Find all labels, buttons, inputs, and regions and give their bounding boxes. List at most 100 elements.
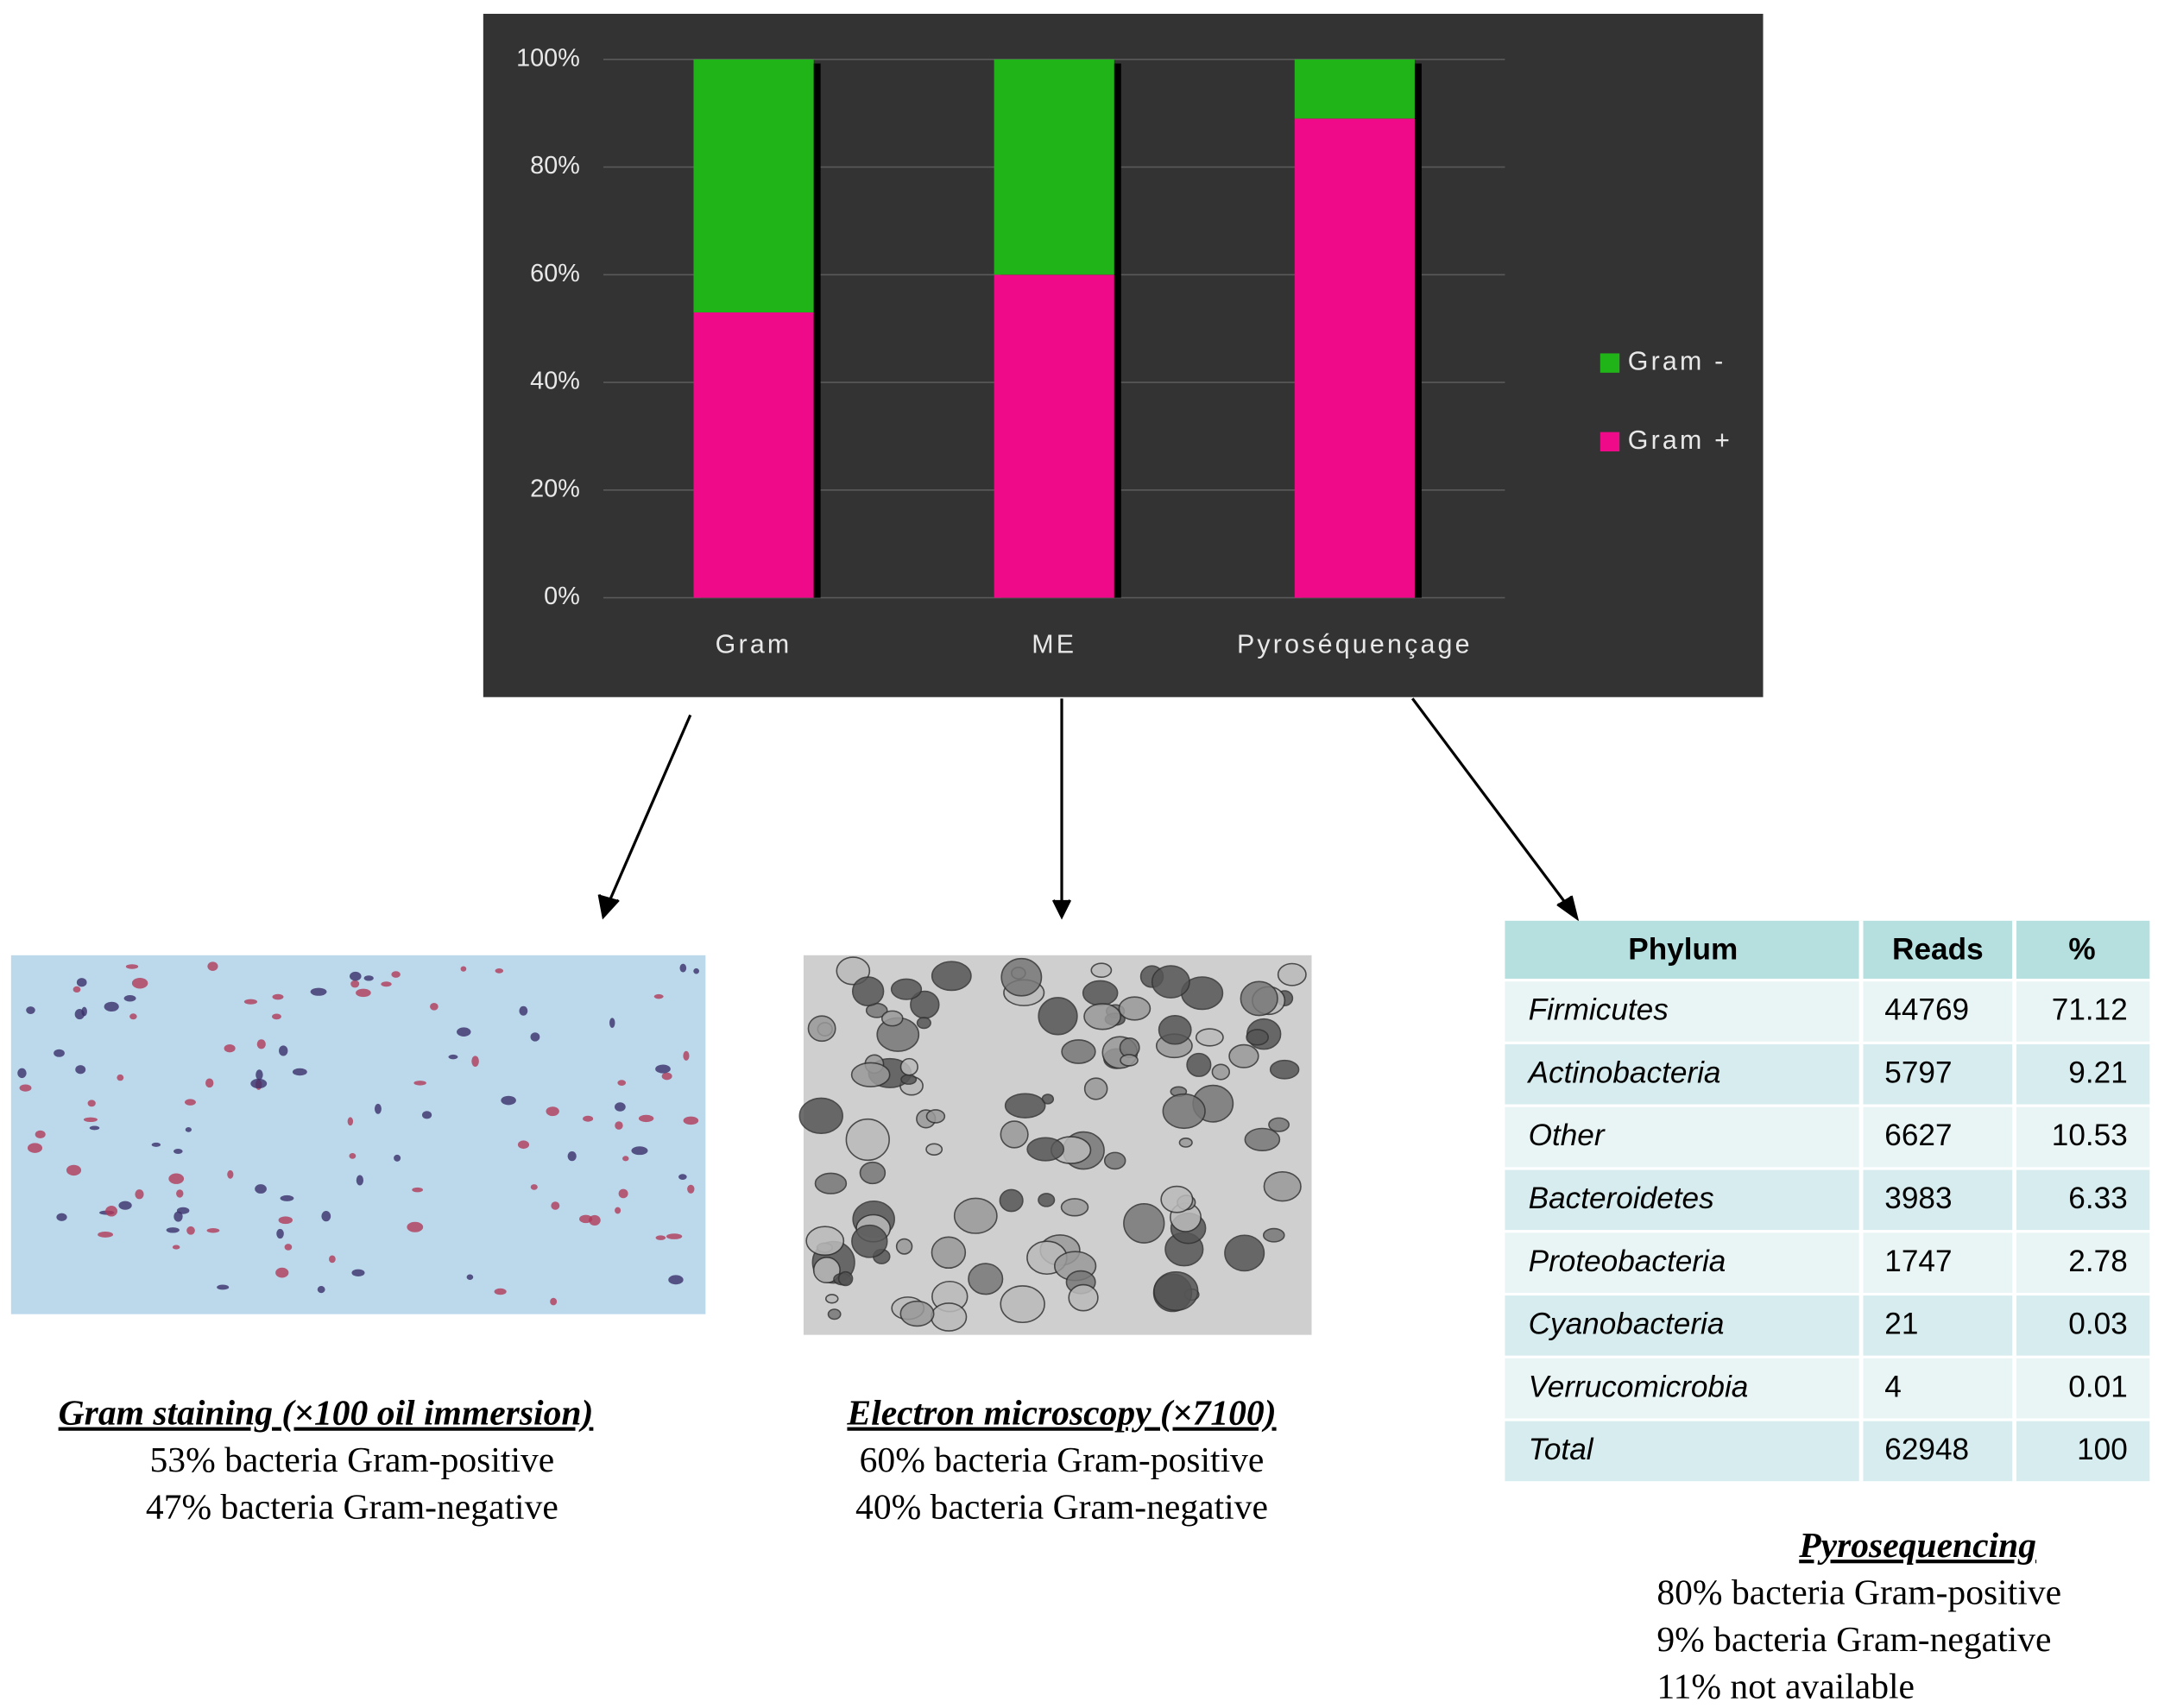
cell xyxy=(1268,1117,1290,1132)
cell xyxy=(851,1224,888,1258)
cell xyxy=(1068,1283,1099,1312)
stain-spot xyxy=(350,980,360,988)
cell xyxy=(1162,1093,1206,1130)
stain-spot xyxy=(118,1201,132,1210)
stain-spot xyxy=(176,1207,190,1214)
stain-spot xyxy=(279,1045,288,1056)
stain-spot xyxy=(421,1111,432,1119)
cell xyxy=(1000,1285,1045,1324)
stain-spot xyxy=(347,1117,354,1126)
stain-spot xyxy=(125,964,139,969)
stain-spot xyxy=(173,1148,183,1154)
stain-spot xyxy=(501,1095,516,1106)
cell xyxy=(1158,1014,1192,1045)
cell xyxy=(1123,1203,1165,1244)
stain-spot xyxy=(250,1078,268,1089)
legend-label: Gram + xyxy=(1628,425,1732,455)
stain-spot xyxy=(83,1117,98,1122)
stain-spot xyxy=(683,1050,690,1061)
bar-segment xyxy=(1294,59,1415,119)
cell xyxy=(999,1188,1024,1213)
y-tick-label: 40% xyxy=(530,368,580,395)
stain-spot xyxy=(413,1081,426,1086)
stain-spot xyxy=(224,1044,236,1053)
cell xyxy=(1082,980,1119,1006)
table-cell: 2.78 xyxy=(2068,1245,2127,1278)
stain-spot xyxy=(679,963,687,973)
stain-spot xyxy=(17,1068,27,1079)
caption-line: 11% not available xyxy=(1656,1666,1915,1705)
photo-texture xyxy=(17,961,699,1306)
y-tick-label: 20% xyxy=(530,475,580,502)
stain-spot xyxy=(317,1286,325,1294)
stain-spot xyxy=(457,1027,471,1037)
stain-spot xyxy=(460,966,467,972)
cell xyxy=(1000,1120,1029,1149)
cell xyxy=(1262,1227,1285,1243)
stain-spot xyxy=(185,1126,192,1132)
stain-spot xyxy=(546,1106,559,1117)
stain-spot xyxy=(135,1189,144,1200)
cell xyxy=(1038,997,1078,1036)
stain-spot xyxy=(668,1275,684,1285)
table-row-bg xyxy=(1505,1169,2150,1231)
cell xyxy=(931,1236,967,1270)
table-cell: Bacteroidetes xyxy=(1529,1182,1714,1215)
x-tick-label: ME xyxy=(1032,630,1076,659)
stain-spot xyxy=(19,1084,32,1092)
table-cell: 6627 xyxy=(1884,1119,1952,1152)
cell xyxy=(899,1057,918,1076)
cell xyxy=(1103,1151,1126,1170)
table-row-bg xyxy=(1505,1106,2150,1168)
arrow xyxy=(606,714,692,906)
gram-stain-photo xyxy=(10,955,706,1314)
cell xyxy=(859,1161,887,1185)
stain-spot xyxy=(117,1074,124,1081)
cell xyxy=(1090,962,1113,979)
stain-spot xyxy=(73,986,81,993)
stain-spot xyxy=(466,1274,474,1280)
table-cell: Actinobacteria xyxy=(1527,1056,1721,1089)
stain-spot xyxy=(519,1005,528,1016)
stain-spot xyxy=(104,1001,119,1012)
stain-spot xyxy=(271,1013,281,1020)
cell xyxy=(845,1118,890,1162)
stain-spot xyxy=(131,977,148,989)
cell xyxy=(1083,1077,1108,1100)
cell xyxy=(1224,1234,1265,1272)
cell xyxy=(1004,1093,1046,1119)
caption-title: Gram staining (×100 oil immersion) xyxy=(59,1393,594,1434)
y-tick-label: 60% xyxy=(530,260,580,287)
y-tick-label: 0% xyxy=(544,583,580,610)
stain-spot xyxy=(349,971,362,981)
stain-spot xyxy=(653,993,664,999)
photo-texture xyxy=(798,956,1307,1332)
cell xyxy=(1195,1028,1224,1047)
table-cell: 3983 xyxy=(1884,1182,1952,1215)
caption-line: 53% bacteria Gram-positive xyxy=(150,1440,555,1479)
stain-spot xyxy=(284,1244,293,1251)
cell xyxy=(1118,996,1152,1021)
stain-spot xyxy=(255,1184,267,1194)
table-cell: 5797 xyxy=(1884,1056,1952,1089)
table-cell: 21 xyxy=(1884,1308,1918,1341)
stain-spot xyxy=(661,1072,672,1081)
stain-spot xyxy=(56,1213,67,1221)
cell xyxy=(925,1143,943,1156)
table-row-bg xyxy=(1505,1358,2150,1419)
table-row-bg xyxy=(1505,981,2150,1042)
stain-spot xyxy=(186,1226,195,1235)
table-cell: 100 xyxy=(2077,1433,2128,1466)
stain-spot xyxy=(666,1233,683,1239)
stain-spot xyxy=(551,1201,560,1210)
stain-spot xyxy=(631,1146,648,1156)
stain-spot xyxy=(256,1069,263,1081)
table-cell: 62948 xyxy=(1884,1433,1969,1466)
stain-spot xyxy=(494,1288,507,1295)
stain-spot xyxy=(567,1150,577,1162)
stain-spot xyxy=(98,1231,114,1238)
cell xyxy=(814,1172,848,1194)
cell xyxy=(1060,1198,1089,1217)
table-row-bg xyxy=(1505,1421,2150,1482)
